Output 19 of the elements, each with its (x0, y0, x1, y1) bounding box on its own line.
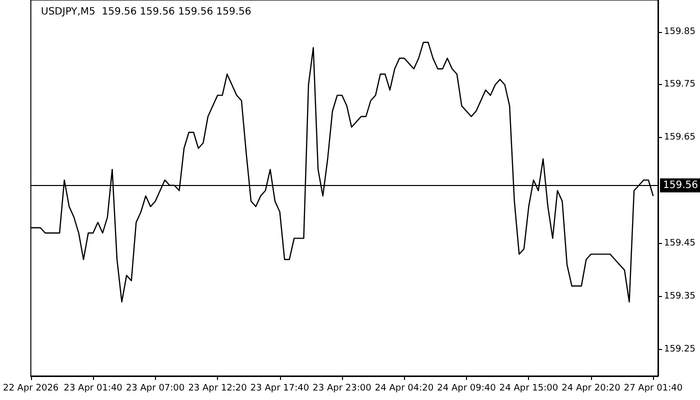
x-tick-label: 24 Apr 04:20 (374, 384, 434, 394)
text: USDJPY,M5 159.56 159.56 159.56 159.56 (41, 6, 252, 18)
x-tick-label: 27 Apr 01:40 (624, 384, 683, 394)
ref-line-label: 159.56 (663, 180, 698, 191)
y-tick-label: 159.75 (664, 80, 696, 90)
x-tick-label: 24 Apr 20:20 (562, 384, 621, 394)
x-tick-label: 22 Apr 2026 (2, 384, 59, 394)
y-tick-label: 159.25 (664, 344, 696, 355)
x-tick-label: 23 Apr 17:40 (250, 384, 310, 394)
x-tick-label: 23 Apr 01:40 (64, 384, 123, 394)
y-tick-label: 159.45 (664, 238, 696, 249)
x-tick-label: 23 Apr 07:00 (126, 384, 185, 394)
x-tick-label: 23 Apr 23:00 (312, 384, 372, 394)
y-tick-label: 159.65 (664, 132, 696, 143)
y-tick-label: 159.35 (664, 292, 696, 302)
x-tick-label: 24 Apr 09:40 (437, 384, 496, 394)
x-tick-label: 24 Apr 15:00 (499, 384, 558, 394)
x-tick-label: 23 Apr 12:20 (188, 384, 248, 394)
y-tick-label: 159.85 (664, 26, 696, 37)
